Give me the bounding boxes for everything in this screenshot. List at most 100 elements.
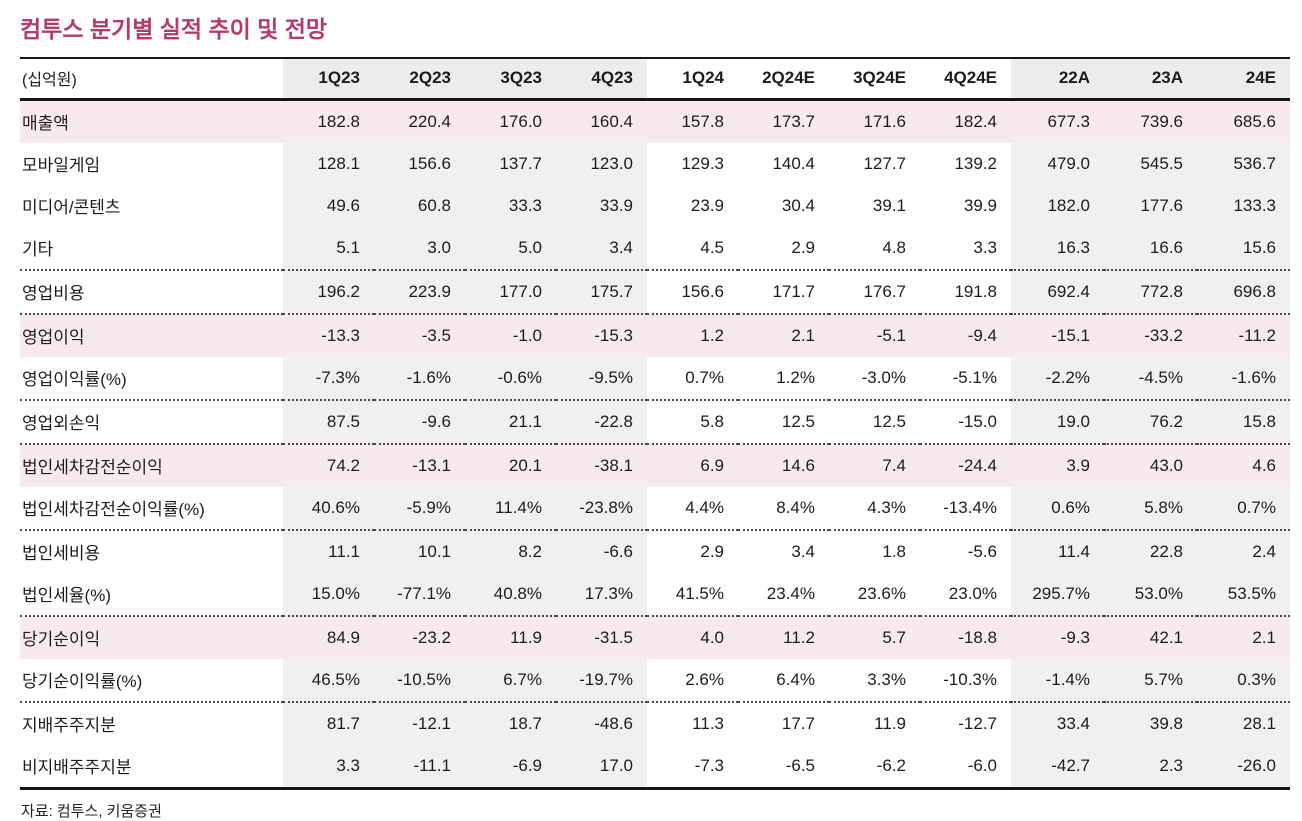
value-cell: 0.6% xyxy=(1011,487,1104,530)
column-header-2q24e: 2Q24E xyxy=(738,58,829,101)
value-cell: 2.6% xyxy=(685,669,724,689)
value-cell: 739.6 xyxy=(1104,99,1197,143)
value-cell: -10.5% xyxy=(374,659,465,702)
value-cell: 16.6 xyxy=(1104,227,1197,270)
value-cell: 220.4 xyxy=(374,99,465,143)
value-cell: 696.8 xyxy=(1197,269,1290,314)
value-cell: -18.8 xyxy=(920,615,1011,659)
value-cell: 81.7 xyxy=(283,701,374,745)
value-cell: -1.4% xyxy=(1011,659,1104,702)
row-label: 미디어/콘텐츠 xyxy=(22,198,121,217)
value-cell: -15.3 xyxy=(556,313,647,357)
table-body: 매출액 182.8 220.4 176.0 160.4 157.8 173.7 171.6 18… xyxy=(20,99,1290,790)
value-cell: 39.1 xyxy=(872,195,906,215)
value-cell: 0.3% xyxy=(1197,659,1290,702)
table-row: 미디어/콘텐츠 49.6 60.8 33.3 33.9 23.9 30.4 39.1 39.9 1… xyxy=(20,185,1290,227)
value-cell: 33.9 xyxy=(556,185,647,227)
value-cell: 3.4 xyxy=(738,529,829,573)
value-cell: 3.3% xyxy=(867,669,906,689)
value-cell: 19.0 xyxy=(1011,399,1104,444)
row-label: 영업이익률(%) xyxy=(22,370,127,389)
value-cell: -22.8 xyxy=(556,399,647,444)
value-cell: -5.9% xyxy=(374,487,465,530)
value-cell: 156.6 xyxy=(647,269,738,314)
value-cell: 12.5 xyxy=(738,399,829,444)
table-row: 법인세비용 11.1 10.1 8.2 -6.6 2.9 3.4 1.8 -5.6 11.4 22.… xyxy=(20,529,1290,573)
value-cell: 53.0% xyxy=(1104,573,1197,616)
value-cell: -4.5% xyxy=(1104,357,1197,400)
value-cell: 40.6% xyxy=(283,487,374,530)
table-header: (십억원) 1Q23 2Q23 3Q23 4Q23 1Q24 2Q24E 3Q24E 4Q24E… xyxy=(20,58,1290,101)
value-cell: -48.6 xyxy=(556,701,647,745)
value-cell: 39.9 xyxy=(963,195,997,215)
value-cell: 7.4 xyxy=(829,443,920,487)
column-header-22a: 22A xyxy=(1011,58,1104,101)
value-cell: 4.5 xyxy=(700,237,724,257)
value-cell: 60.8 xyxy=(374,185,465,227)
value-cell: -11.2 xyxy=(1197,313,1290,357)
value-cell: 5.0 xyxy=(465,227,556,270)
column-header-23a: 23A xyxy=(1104,58,1197,101)
value-cell: -9.6 xyxy=(374,399,465,444)
value-cell: 33.3 xyxy=(465,185,556,227)
value-cell: -5.6 xyxy=(920,529,1011,573)
value-cell: -19.7% xyxy=(556,659,647,702)
value-cell: 177.6 xyxy=(1104,185,1197,227)
value-cell: 223.9 xyxy=(374,269,465,314)
value-cell: 1.2% xyxy=(776,367,815,387)
value-cell: 22.8 xyxy=(1104,529,1197,573)
value-cell: 11.2 xyxy=(738,615,829,659)
row-label: 비지배주주지분 xyxy=(20,745,283,790)
value-cell: -2.2% xyxy=(1011,357,1104,400)
column-header-3q23: 3Q23 xyxy=(465,58,556,101)
value-cell: -31.5 xyxy=(556,615,647,659)
value-cell: 5.8% xyxy=(1104,487,1197,530)
value-cell: 171.7 xyxy=(738,269,829,314)
value-cell: 0.7% xyxy=(685,367,724,387)
value-cell: 40.8% xyxy=(465,573,556,616)
table-row: 비지배주주지분 3.3 -11.1 -6.9 17.0 -7.3 -6.5 -6.2 -6.0-… xyxy=(20,745,1290,790)
value-cell: 11.9 xyxy=(829,701,920,745)
table-row: 영업비용 196.2 223.9 177.0 175.7 156.6 171.7 176.7 1… xyxy=(20,269,1290,314)
column-header-4q24e: 4Q24E xyxy=(920,58,1011,101)
value-cell: 4.3% xyxy=(867,497,906,517)
value-cell: 21.1 xyxy=(465,399,556,444)
column-header-4q23: 4Q23 xyxy=(556,58,647,101)
table-row: 당기순이익 84.9 -23.2 11.9 -31.5 4.0 11.2 5.7 -18.8 -9… xyxy=(20,615,1290,659)
value-cell: 5.7% xyxy=(1104,659,1197,702)
value-cell: 692.4 xyxy=(1011,269,1104,314)
value-cell: -3.5 xyxy=(374,313,465,357)
unit-label: (십억원) xyxy=(20,58,283,101)
value-cell: 76.2 xyxy=(1104,399,1197,444)
value-cell: -10.3% xyxy=(943,669,997,689)
value-cell: 17.3% xyxy=(556,573,647,616)
value-cell: 49.6 xyxy=(283,185,374,227)
value-cell: -24.4 xyxy=(920,443,1011,487)
row-label: 법인세비용 xyxy=(20,529,283,573)
value-cell: 191.8 xyxy=(920,269,1011,314)
column-header-24e: 24E xyxy=(1197,58,1290,101)
value-cell: 182.8 xyxy=(283,99,374,143)
value-cell: 14.6 xyxy=(738,443,829,487)
value-cell: 2.9 xyxy=(791,237,815,257)
financial-table: (십억원) 1Q23 2Q23 3Q23 4Q23 1Q24 2Q24E 3Q24E 4Q24E… xyxy=(20,57,1290,790)
value-cell: 182.4 xyxy=(920,99,1011,143)
value-cell: 133.3 xyxy=(1197,185,1290,227)
table-row: 매출액 182.8 220.4 176.0 160.4 157.8 173.7 171.6 18… xyxy=(20,99,1290,143)
value-cell: -13.1 xyxy=(374,443,465,487)
value-cell: 545.5 xyxy=(1104,143,1197,185)
value-cell: 5.8 xyxy=(647,399,738,444)
value-cell: -9.4 xyxy=(920,313,1011,357)
value-cell: -9.3 xyxy=(1011,615,1104,659)
value-cell: 2.1 xyxy=(738,313,829,357)
page-title: 컴투스 분기별 실적 추이 및 전망 xyxy=(20,16,328,42)
value-cell: 2.3 xyxy=(1104,745,1197,790)
value-cell: -3.0% xyxy=(861,367,906,387)
value-cell: 295.7% xyxy=(1011,573,1104,616)
value-cell: -9.5% xyxy=(556,357,647,400)
value-cell: -12.1 xyxy=(374,701,465,745)
row-label: 법인세율(%) xyxy=(22,586,111,605)
value-cell: 41.5% xyxy=(675,583,724,603)
value-cell: -1.0 xyxy=(465,313,556,357)
row-label: 영업외손익 xyxy=(20,399,283,444)
